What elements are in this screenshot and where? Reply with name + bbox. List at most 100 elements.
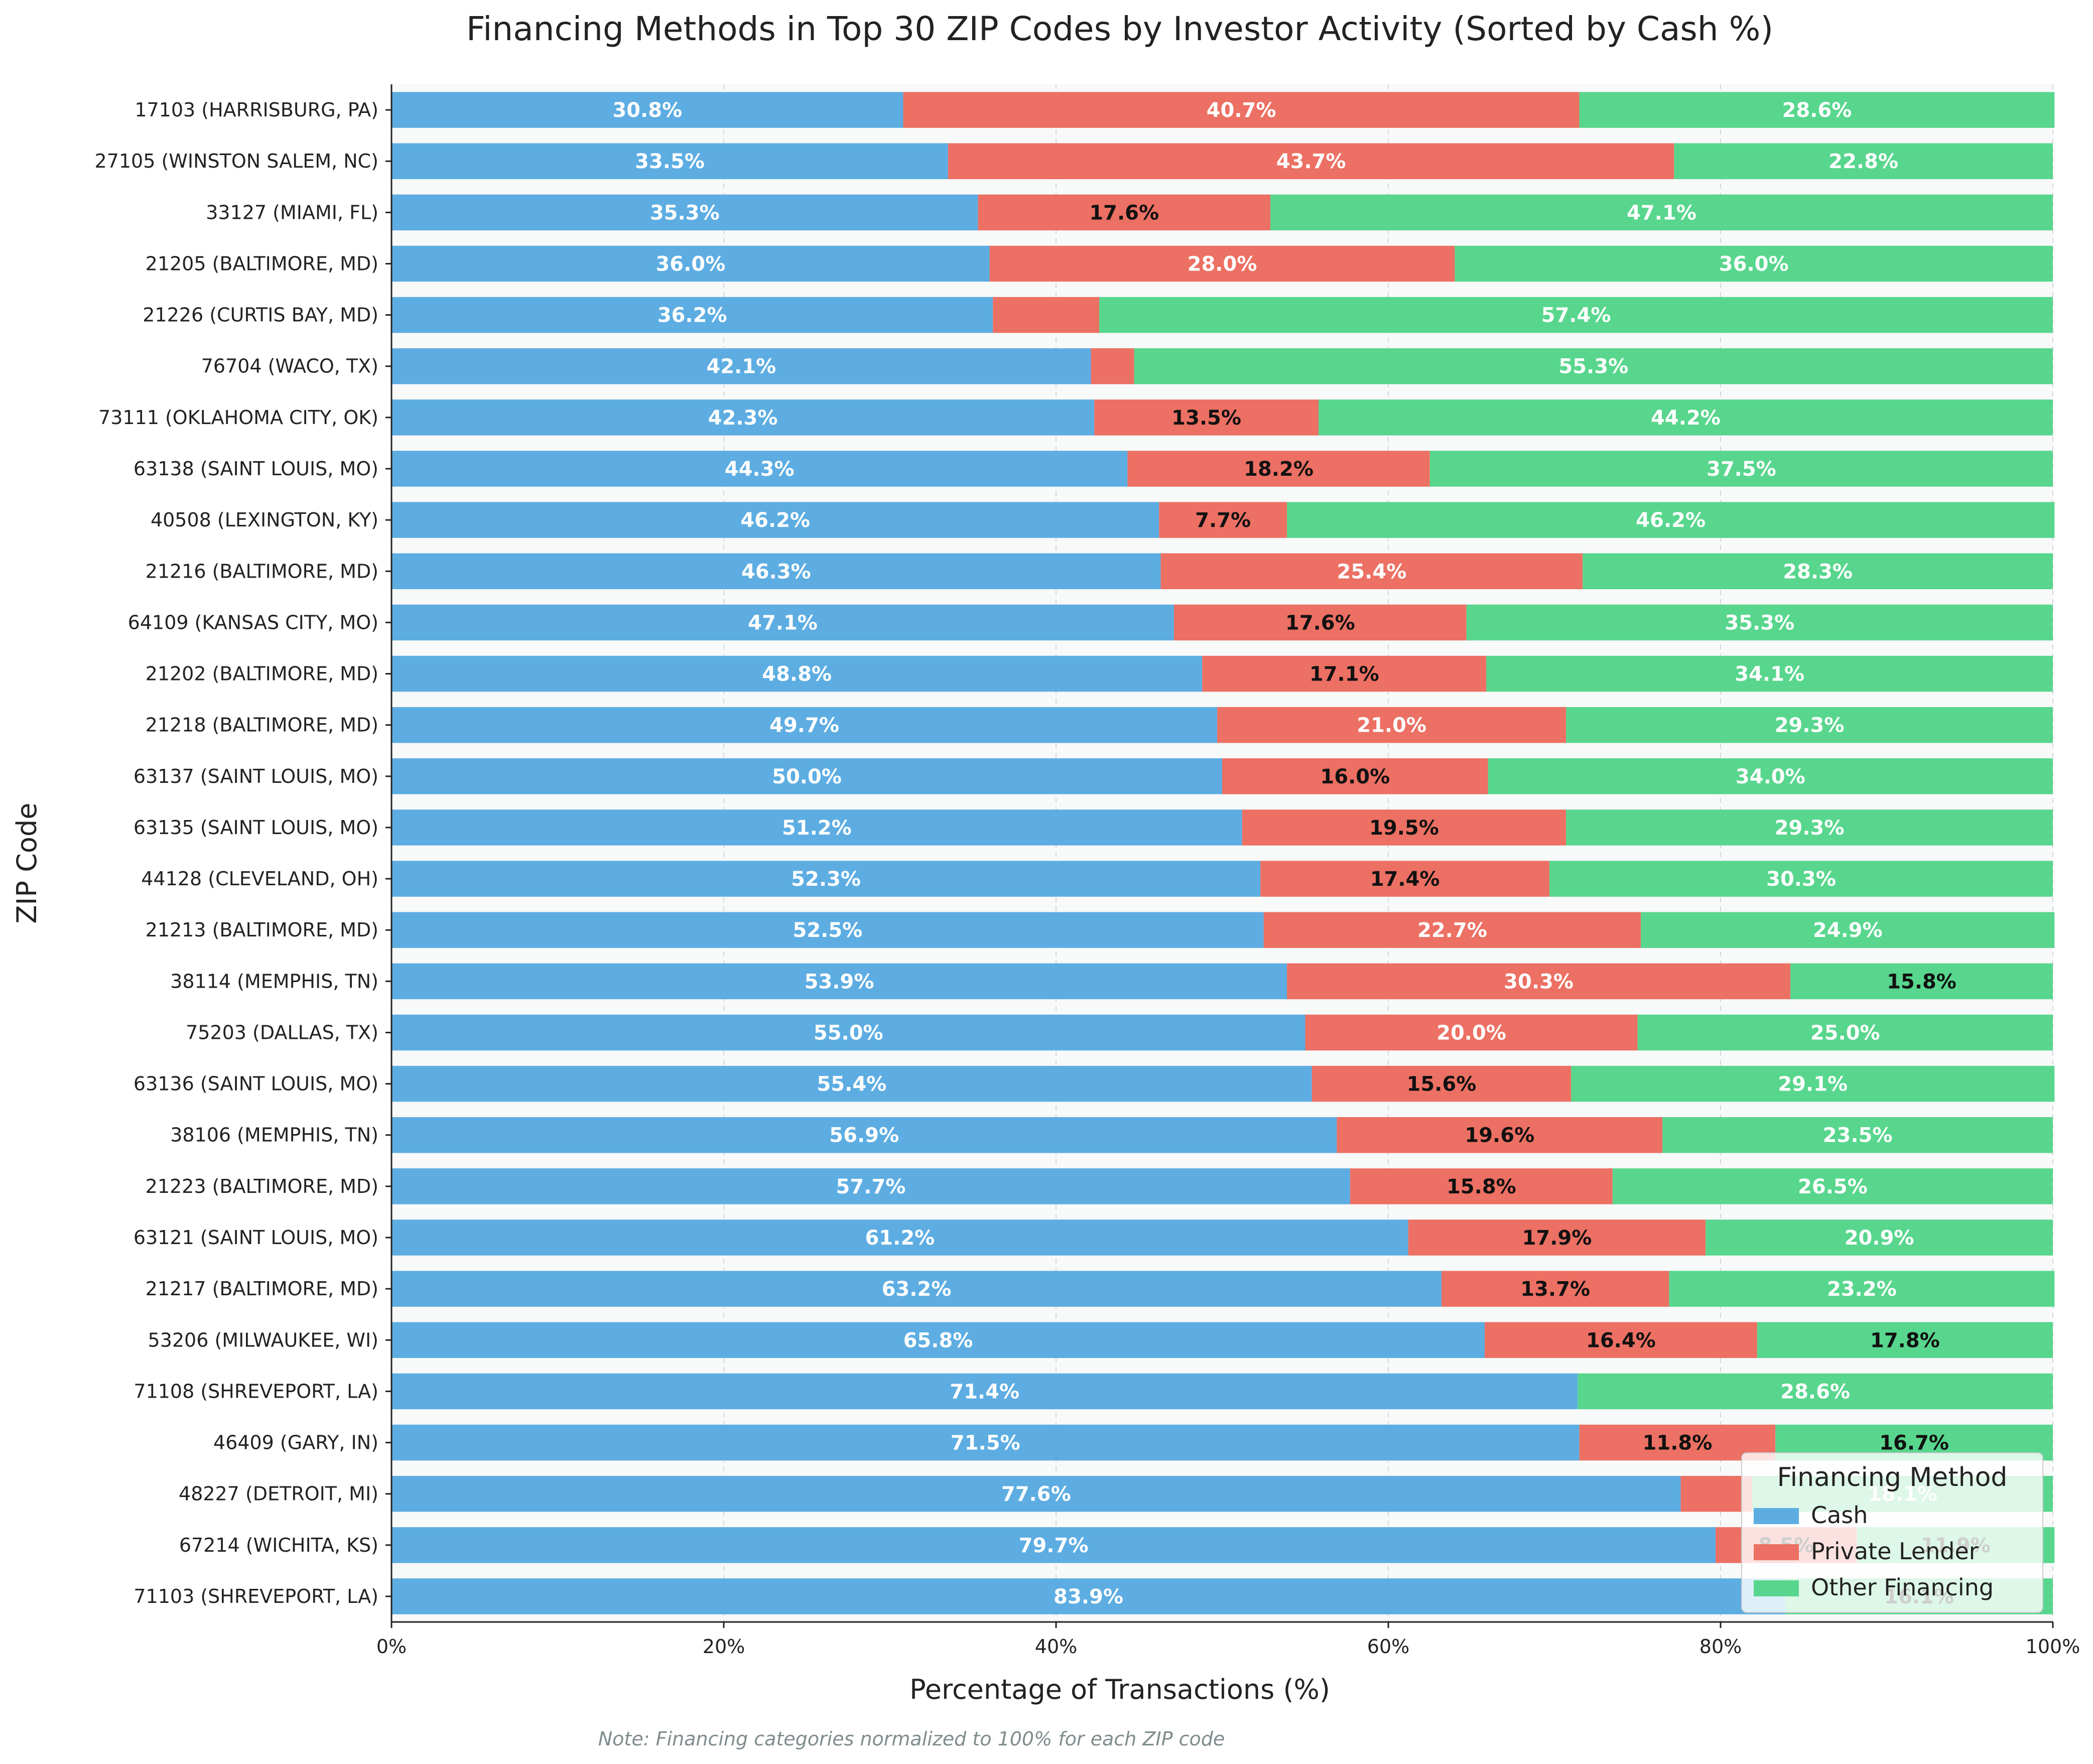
bar-data-label: 30.8%	[612, 99, 682, 122]
bar-private-lender	[1312, 1065, 1572, 1102]
bar-other-financing	[1669, 1271, 2055, 1307]
bar-other-financing	[1466, 604, 2053, 641]
y-tick-label: 33127 (MIAMI, FL)	[206, 201, 378, 223]
bar-data-label: 21.0%	[1357, 714, 1426, 737]
bar-cash	[391, 92, 903, 128]
x-tick-label: 40%	[1035, 1636, 1077, 1658]
bar-data-label: 65.8%	[903, 1329, 973, 1352]
bar-data-label: 55.4%	[817, 1073, 886, 1096]
bar-data-label: 15.8%	[1887, 970, 1956, 993]
bar-cash	[391, 502, 1159, 538]
bar-cash	[391, 1065, 1312, 1102]
legend-title: Financing Method	[1777, 1462, 2008, 1492]
legend: Financing Method Cash Private Lender Other …	[1741, 1452, 2043, 1613]
bar-private-lender	[1174, 604, 1467, 641]
bar-private-lender	[989, 245, 1455, 282]
bar-data-label: 15.8%	[1447, 1175, 1516, 1198]
bar-data-label: 52.5%	[793, 919, 862, 942]
bar-private-lender	[978, 194, 1270, 231]
chart-title: Financing Methods in Top 30 ZIP Codes by…	[466, 10, 1773, 48]
bar-data-label: 49.7%	[769, 714, 839, 737]
bar-cash	[391, 1475, 1681, 1512]
bar-cash	[391, 553, 1161, 590]
bar-data-label: 61.2%	[865, 1227, 935, 1250]
bar-cash	[391, 297, 993, 333]
bar-data-label: 79.7%	[1019, 1534, 1089, 1557]
bar-data-label: 52.3%	[791, 868, 861, 891]
bar-data-label: 29.1%	[1778, 1073, 1848, 1096]
bar-data-label: 23.2%	[1827, 1278, 1897, 1301]
bar-private-lender	[1680, 1475, 1752, 1512]
y-tick-label: 21217 (BALTIMORE, MD)	[146, 1278, 378, 1300]
bar-other-financing	[1429, 451, 2053, 487]
bar-cash	[391, 1271, 1442, 1307]
bar-other-financing	[1270, 194, 2053, 231]
bar-private-lender	[1222, 758, 1488, 794]
bar-data-label: 63.2%	[882, 1278, 952, 1301]
bar-cash	[391, 1219, 1408, 1256]
y-tick-label: 63136 (SAINT LOUIS, MO)	[134, 1073, 378, 1095]
bar-data-label: 35.3%	[1725, 611, 1794, 634]
y-tick-label: 73111 (OKLAHOMA CITY, OK)	[98, 406, 378, 429]
bar-data-label: 16.4%	[1586, 1329, 1656, 1352]
x-tick-label: 80%	[1699, 1636, 1742, 1658]
bar-other-financing	[1318, 399, 2053, 436]
bar-cash	[391, 809, 1242, 846]
bar-cash	[391, 143, 948, 179]
bar-data-label: 22.7%	[1417, 919, 1487, 942]
y-tick-label: 38114 (MEMPHIS, TN)	[170, 970, 378, 992]
bar-data-label: 25.4%	[1337, 560, 1407, 583]
bar-data-label: 36.2%	[658, 304, 727, 327]
bar-other-financing	[1579, 92, 2055, 128]
bar-data-label: 44.3%	[725, 458, 795, 481]
bar-data-labels: 30.8% 40.7% 28.6% 33.5% 43.7% 22.8% 35.3% 17.6%…	[612, 99, 1990, 1608]
bar-cash	[391, 1527, 1716, 1563]
y-axis-label: ZIP Code	[11, 803, 43, 924]
y-tick-label: 63138 (SAINT LOUIS, MO)	[134, 458, 378, 480]
bar-cash	[391, 1424, 1580, 1461]
bar-cash	[391, 1014, 1305, 1051]
y-tick-label: 53206 (MILWAUKEE, WI)	[148, 1329, 378, 1351]
bar-data-label: 36.0%	[1719, 252, 1789, 276]
legend-swatch	[1754, 1580, 1799, 1596]
bar-other-financing	[1757, 1322, 2053, 1359]
bar-private-lender	[1441, 1271, 1669, 1307]
bar-data-label: 36.0%	[656, 252, 725, 276]
bar-data-label: 46.2%	[1636, 509, 1706, 532]
y-tick-label: 21226 (CURTIS BAY, MD)	[143, 304, 378, 326]
bar-data-label: 53.9%	[805, 970, 874, 993]
y-tick-label: 71103 (SHREVEPORT, LA)	[134, 1585, 378, 1607]
bar-data-label: 34.1%	[1735, 663, 1804, 686]
bar-other-financing	[1706, 1219, 2053, 1256]
bar-private-lender	[1337, 1117, 1663, 1153]
bar-cash	[391, 861, 1261, 897]
y-tick-label: 76704 (WACO, TX)	[201, 355, 378, 377]
bar-private-lender	[1091, 348, 1134, 384]
bar-data-label: 56.9%	[829, 1124, 899, 1147]
bar-data-label: 17.6%	[1089, 201, 1159, 224]
x-axis-ticks: 0% 20% 40% 60% 80% 100%	[376, 1622, 2080, 1658]
bar-data-label: 50.0%	[772, 765, 842, 788]
bar-private-lender	[1287, 963, 1791, 1000]
y-tick-label: 63135 (SAINT LOUIS, MO)	[134, 817, 378, 839]
bar-cash	[391, 1117, 1337, 1153]
legend-swatch	[1754, 1544, 1799, 1560]
bar-data-label: 77.6%	[1001, 1483, 1071, 1506]
y-tick-label: 46409 (GARY, IN)	[213, 1432, 378, 1454]
y-tick-label: 21213 (BALTIMORE, MD)	[146, 919, 378, 941]
bar-data-label: 28.3%	[1783, 560, 1853, 583]
bar-other-financing	[1099, 297, 2053, 333]
y-tick-label: 40508 (LEXINGTON, KY)	[151, 509, 378, 531]
bar-cash	[391, 1168, 1350, 1204]
bar-private-lender	[1484, 1322, 1757, 1359]
bar-data-label: 30.3%	[1504, 970, 1574, 993]
bar-data-label: 29.3%	[1775, 817, 1845, 840]
y-tick-label: 63137 (SAINT LOUIS, MO)	[134, 765, 378, 787]
bar-data-label: 17.6%	[1285, 611, 1355, 634]
bar-other-financing	[1134, 348, 2053, 384]
bar-cash	[391, 1578, 1786, 1614]
bar-data-label: 40.7%	[1207, 99, 1276, 122]
bar-other-financing	[1571, 1065, 2055, 1102]
bar-data-label: 16.7%	[1879, 1432, 1949, 1455]
